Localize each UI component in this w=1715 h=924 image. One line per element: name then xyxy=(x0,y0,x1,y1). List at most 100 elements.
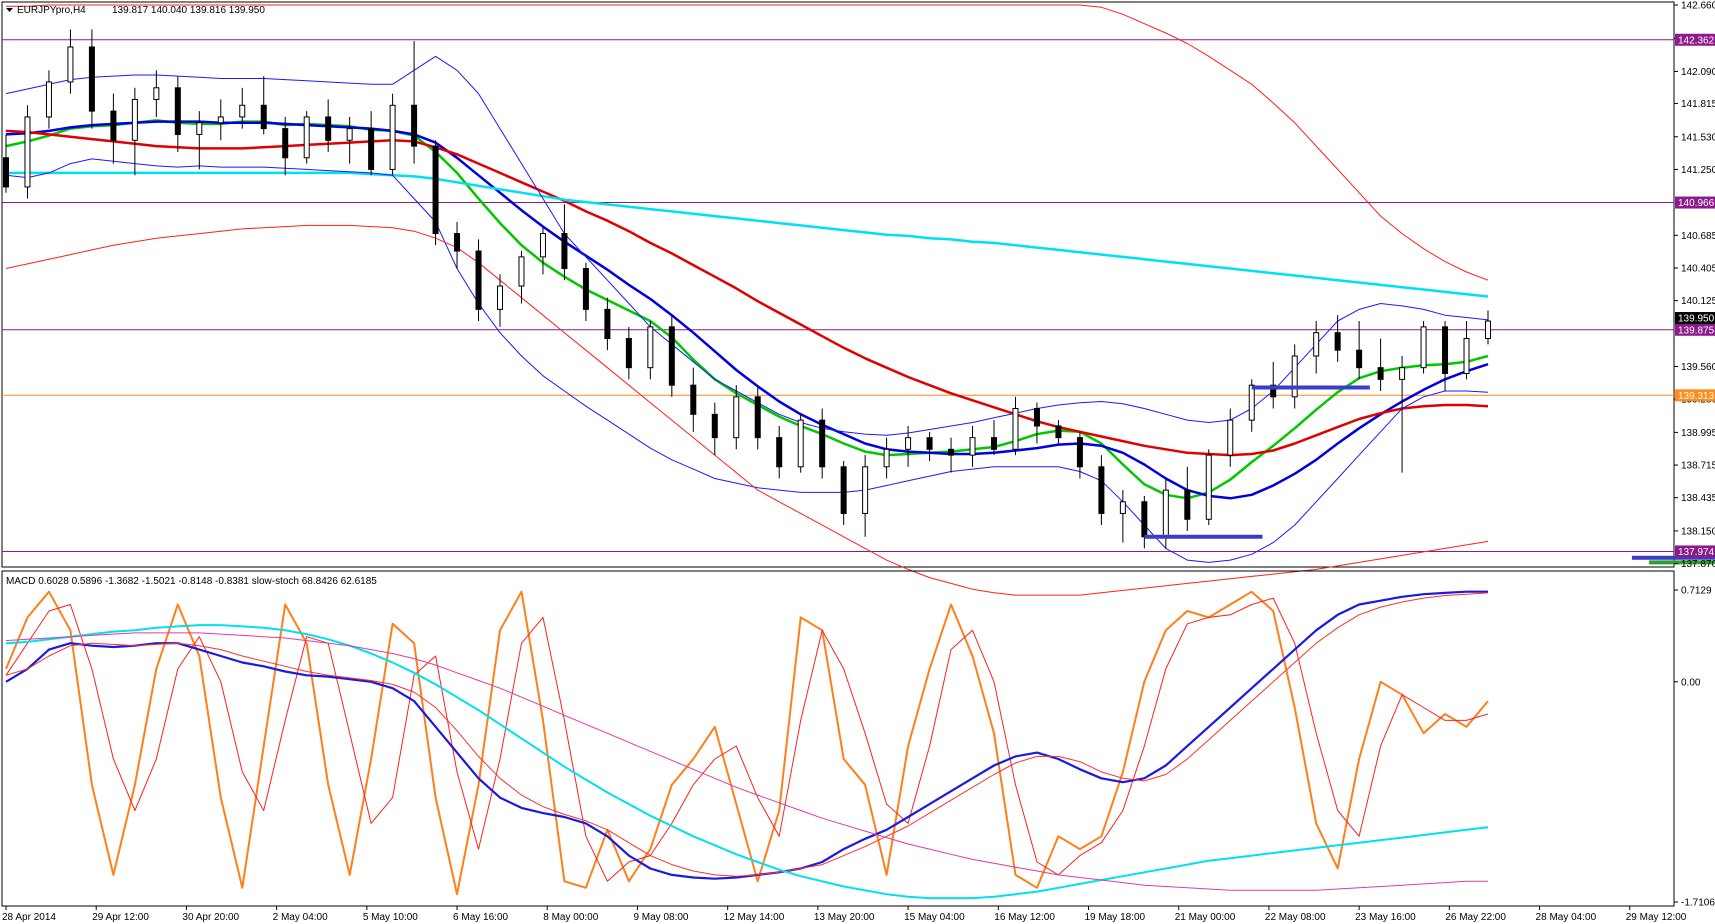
candle-14 xyxy=(303,111,310,164)
level-tag-bg xyxy=(1675,545,1715,558)
candle-body-bull xyxy=(797,419,804,468)
indicator-tick-label: 0.7129 xyxy=(1681,586,1712,597)
price-series-line-5 xyxy=(5,158,1489,563)
price-pane[interactable]: 142.660142.375142.090141.815141.530141.2… xyxy=(1,1,1715,607)
candle-body-bear xyxy=(625,338,632,369)
current-price-label: 139.950 xyxy=(1678,314,1715,325)
candle-body-bear xyxy=(604,308,611,340)
time-tick-label: 26 May 22:00 xyxy=(1445,912,1506,923)
candle-24 xyxy=(518,251,525,304)
candle-body-bull xyxy=(539,233,546,258)
candle-10 xyxy=(217,99,224,141)
candle-65 xyxy=(1399,356,1406,473)
time-tick-label: 29 Apr 12:00 xyxy=(92,912,149,923)
candle-body-bear xyxy=(819,419,826,468)
candle-body-bull xyxy=(1399,367,1406,380)
indicator-pane[interactable]: 0.7129 0.00 -1.7106 MACD 0.6028 0.5896 -1.… xyxy=(1,570,1715,909)
candle-17 xyxy=(368,111,375,176)
candle-5 xyxy=(110,93,117,164)
candle-7 xyxy=(153,70,160,117)
candle-2 xyxy=(45,70,52,129)
candle-1 xyxy=(24,105,31,199)
triangle-down-icon[interactable] xyxy=(6,8,13,12)
price-tick-label: 140.125 xyxy=(1681,296,1715,307)
candle-body-bull xyxy=(1485,320,1491,340)
price-axis: 142.660142.375142.090141.815141.530141.2… xyxy=(1674,1,1715,570)
candle-body-bull xyxy=(969,437,976,456)
price-series-line-7 xyxy=(6,4,1489,281)
candle-51 xyxy=(1098,455,1105,526)
candle-body-bull xyxy=(518,256,525,287)
candle-body-bull xyxy=(1162,489,1169,538)
candle-body-bull xyxy=(217,116,224,124)
time-tick-label: 13 May 20:00 xyxy=(814,912,875,923)
candle-body-bear xyxy=(1184,489,1191,520)
candle-body-bull xyxy=(862,466,869,514)
ohlc-readout: 139.817 140.040 139.816 139.950 xyxy=(112,5,265,16)
candle-62 xyxy=(1334,315,1341,362)
candle-body-bull xyxy=(1291,355,1298,398)
time-tick-label: 5 May 10:00 xyxy=(363,912,418,923)
candle-56 xyxy=(1205,449,1212,526)
price-candles xyxy=(3,29,1491,549)
price-tick-label: 139.560 xyxy=(1681,362,1715,373)
candle-43 xyxy=(926,431,933,461)
candle-30 xyxy=(647,321,654,380)
level-tag-bg xyxy=(1675,323,1715,336)
candle-body-bull xyxy=(647,326,654,369)
candle-body-bull xyxy=(45,81,52,118)
candle-25 xyxy=(539,227,546,275)
candle-body-bear xyxy=(1377,367,1384,380)
candle-body-bull xyxy=(905,437,912,450)
indicator-series-line-2 xyxy=(5,590,1488,880)
price-tick-label: 141.250 xyxy=(1681,165,1715,176)
candle-body-bull xyxy=(131,98,138,141)
candle-body-bull xyxy=(196,122,203,135)
candle-body-bear xyxy=(561,233,568,270)
symbol-label: EURJPYpro,H4 xyxy=(17,5,86,16)
candle-33 xyxy=(711,402,718,456)
candle-22 xyxy=(475,239,482,322)
candle-body-bear xyxy=(475,250,482,310)
level-tag-bg xyxy=(1675,196,1715,209)
level-tag-4: 137.974 xyxy=(1675,545,1715,558)
candle-60 xyxy=(1291,344,1298,409)
time-axis: 28 Apr 2014 29 Apr 12:00 30 Apr 20:00 2 May… xyxy=(2,906,1687,923)
candle-body-bull xyxy=(24,116,31,188)
candle-67 xyxy=(1442,321,1449,391)
candle-64 xyxy=(1377,338,1384,391)
candle-44 xyxy=(948,437,955,473)
candle-body-bear xyxy=(1356,349,1363,369)
indicator-series-line-5 xyxy=(5,632,1488,891)
candle-body-bull xyxy=(153,87,160,100)
candle-21 xyxy=(454,221,461,269)
candle-50 xyxy=(1076,431,1083,479)
candle-body-bear xyxy=(411,104,418,147)
candle-36 xyxy=(776,425,783,479)
candle-59 xyxy=(1270,361,1277,409)
time-tick-label: 19 May 18:00 xyxy=(1085,912,1146,923)
candle-47 xyxy=(1012,396,1019,456)
candle-body-bear xyxy=(368,128,375,170)
level-tag-0: 142.362 xyxy=(1675,33,1715,46)
candle-61 xyxy=(1313,321,1320,374)
price-tick-label: 138.715 xyxy=(1681,461,1715,472)
candle-body-bull xyxy=(1248,384,1255,421)
candle-body-bull xyxy=(389,104,396,170)
candle-body-bear xyxy=(110,110,117,141)
candle-63 xyxy=(1356,321,1363,380)
candle-3 xyxy=(67,29,74,94)
time-tick-label: 21 May 00:00 xyxy=(1175,912,1236,923)
level-tag-bg xyxy=(1675,33,1715,46)
candle-body-bear xyxy=(282,128,289,159)
level-tag-label: 139.313 xyxy=(1678,391,1715,402)
level-tag-1: 140.966 xyxy=(1675,196,1715,209)
time-tick-label: 30 Apr 20:00 xyxy=(182,912,239,923)
candle-68 xyxy=(1463,321,1470,380)
price-tick-label: 140.685 xyxy=(1681,231,1715,242)
indicator-series-line-4 xyxy=(5,624,1489,900)
level-tag-bg xyxy=(1675,389,1715,402)
level-tag-label: 142.362 xyxy=(1678,35,1715,46)
candle-body-bull xyxy=(1463,338,1470,375)
